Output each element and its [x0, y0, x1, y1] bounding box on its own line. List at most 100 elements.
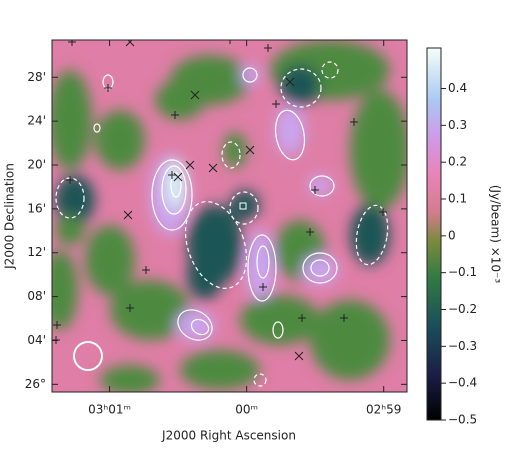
map-patch	[52, 70, 92, 170]
contour	[151, 159, 193, 231]
source-markers	[52, 40, 387, 361]
contour	[274, 109, 306, 161]
map-patch	[240, 295, 320, 345]
map-patch	[302, 255, 338, 285]
contour	[272, 321, 284, 339]
y-axis-label: J2000 Declination	[3, 163, 17, 270]
map-patch	[245, 230, 275, 300]
cross-marker	[123, 210, 133, 220]
y-tick-label: 04'	[27, 333, 46, 347]
y-tick-label: 12'	[27, 245, 46, 259]
contour	[321, 61, 339, 79]
map-patch	[52, 250, 78, 330]
x-tick-label: 00ᵐ	[235, 403, 258, 417]
map-patch	[187, 250, 223, 300]
contour	[309, 175, 335, 197]
map-patch	[55, 175, 95, 225]
colorbar-tick-label: −0.1	[448, 265, 477, 279]
plus-marker	[306, 228, 314, 236]
plus-marker	[68, 40, 76, 46]
map-patch	[280, 65, 320, 105]
plus-marker	[226, 40, 234, 44]
y-tick-label: 16'	[27, 201, 46, 215]
map-patch	[95, 110, 145, 170]
contour	[280, 68, 322, 108]
cross-marker	[185, 160, 195, 170]
plus-marker	[379, 208, 387, 216]
cross-marker	[285, 77, 295, 87]
plus-marker	[272, 100, 280, 108]
map-patch	[55, 215, 85, 245]
plus-marker	[340, 314, 348, 322]
contour	[93, 123, 101, 133]
contour	[355, 204, 389, 266]
plus-marker	[168, 171, 176, 179]
plus-marker	[311, 186, 319, 194]
plus-marker	[104, 84, 112, 92]
x-tick-label: 02ʰ59	[366, 403, 401, 417]
contour	[302, 252, 338, 284]
contour	[247, 234, 277, 302]
contour	[256, 245, 270, 279]
colorbar-label: (Jy/beam) ×10⁻³	[489, 185, 503, 284]
contour	[221, 141, 241, 169]
colorbar-tick-label: 0.3	[448, 118, 467, 132]
map-patch	[230, 190, 260, 220]
contour	[190, 318, 210, 336]
map-patch	[350, 90, 407, 210]
plus-marker	[264, 44, 272, 52]
map-patch	[223, 132, 247, 168]
contour	[242, 67, 258, 83]
colorbar-tick-label: −0.5	[448, 413, 477, 427]
map-patch	[85, 225, 135, 295]
cross-marker	[294, 351, 304, 361]
square-marker	[239, 202, 247, 210]
map-patch	[350, 205, 390, 265]
plus-marker	[171, 111, 179, 119]
x-axis-label: J2000 Right Ascension	[161, 429, 296, 443]
plus-marker	[126, 304, 134, 312]
cross-marker	[173, 172, 183, 182]
colorbar-tick-label: 0.2	[448, 155, 467, 169]
map-patch	[155, 80, 205, 120]
contour	[170, 172, 182, 198]
y-tick-label: 28'	[27, 70, 46, 84]
colorbar-tick-label: 0	[448, 228, 456, 242]
contour	[229, 191, 259, 225]
map-patch	[310, 300, 390, 380]
colorbar-tick-label: −0.2	[448, 302, 477, 316]
colorbar-tick-label: −0.3	[448, 339, 477, 353]
colorbar-tick-label: 0.1	[448, 192, 467, 206]
cross-marker	[125, 40, 135, 47]
map-texture	[52, 40, 407, 392]
map-patch	[165, 160, 185, 210]
beam	[73, 341, 103, 371]
x-tick-label: 03ʰ01ᵐ	[88, 403, 131, 417]
map	[52, 40, 407, 392]
y-tick-label: 20'	[27, 158, 46, 172]
colorbar-tick-label: −0.4	[448, 376, 477, 390]
contour	[253, 373, 267, 387]
plus-marker	[298, 314, 306, 322]
cross-marker	[208, 163, 218, 173]
cross-marker	[190, 90, 200, 100]
map-patch	[110, 280, 190, 340]
map-patch	[175, 310, 215, 340]
map-patch	[180, 350, 260, 390]
colorbar-tick-label: 0.4	[448, 81, 467, 95]
map-patch	[100, 365, 160, 392]
plus-marker	[66, 176, 74, 184]
cross-marker	[245, 145, 255, 155]
contour	[161, 165, 187, 215]
plus-marker	[259, 283, 267, 291]
contour	[177, 309, 213, 341]
plot-frame	[51, 39, 408, 393]
contour	[184, 201, 248, 289]
y-tick-label: 24'	[27, 114, 46, 128]
y-tick-label: 08'	[27, 289, 46, 303]
plus-marker	[53, 321, 61, 329]
y-tick-label: 26°	[25, 377, 46, 391]
plus-marker	[350, 118, 358, 126]
contour	[310, 259, 330, 277]
